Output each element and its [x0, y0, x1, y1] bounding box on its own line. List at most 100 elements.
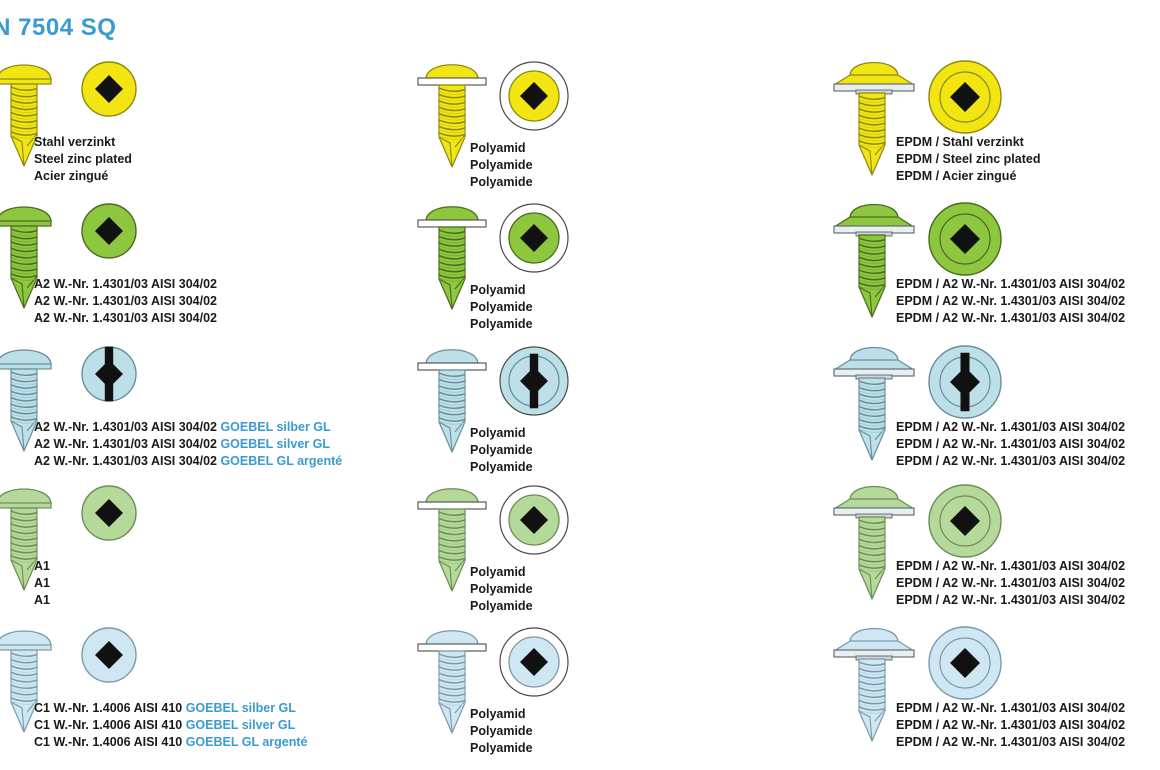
material-description-line: A2 W.-Nr. 1.4301/03 AISI 304/02 GOEBEL s…: [34, 420, 331, 434]
material-description-line: EPDM / Acier zingué: [896, 169, 1017, 183]
material-description-line: Polyamide: [470, 599, 533, 613]
square-drive-icon: [496, 624, 572, 700]
material-description-line: EPDM / A2 W.-Nr. 1.4301/03 AISI 304/02: [896, 735, 1126, 749]
square-drive-icon: [496, 482, 572, 558]
product-cell: EPDM / A2 W.-Nr. 1.4301/03 AISI 304/02 EP…: [820, 190, 1160, 335]
brand-label: GOEBEL silber GL: [220, 420, 331, 434]
square-drive-icon: [926, 58, 1004, 136]
material-description: Stahl verzinkt Steel zinc plated Acier zin…: [34, 134, 132, 185]
product-cell: A1 A1 A1: [0, 472, 392, 617]
square-drive-icon: [78, 58, 140, 120]
product-cell: A2 W.-Nr. 1.4301/03 AISI 304/02 A2 W.-Nr.…: [0, 190, 392, 335]
material-description-line: Polyamide: [470, 741, 533, 755]
material-description-line: Polyamid: [470, 707, 526, 721]
product-cell: EPDM / Stahl verzinkt EPDM / Steel zinc p…: [820, 48, 1160, 193]
material-description-line: EPDM / Stahl verzinkt: [896, 135, 1024, 149]
material-description-line: Polyamid: [470, 141, 526, 155]
material-description-line: Polyamid: [470, 283, 526, 297]
material-description-line: EPDM / A2 W.-Nr. 1.4301/03 AISI 304/02: [896, 701, 1126, 715]
screw-epdm-washer-illustration: [820, 618, 940, 742]
screw-plain-illustration: [0, 52, 92, 172]
product-cell: C1 W.-Nr. 1.4006 AISI 410 GOEBEL silber …: [0, 614, 392, 759]
material-description-line: C1 W.-Nr. 1.4006 AISI 410 GOEBEL silver …: [34, 718, 296, 732]
material-description-line: Polyamide: [470, 724, 533, 738]
material-description: EPDM / A2 W.-Nr. 1.4301/03 AISI 304/02 EP…: [896, 419, 1125, 470]
square-drive-icon: [496, 58, 572, 134]
screw-plain-illustration: [0, 476, 92, 596]
material-description: EPDM / A2 W.-Nr. 1.4301/03 AISI 304/02 EP…: [896, 558, 1125, 609]
product-cell: EPDM / A2 W.-Nr. 1.4301/03 AISI 304/02 EP…: [820, 472, 1160, 617]
material-description-line: EPDM / A2 W.-Nr. 1.4301/03 AISI 304/02: [896, 311, 1126, 325]
material-description-line: A2 W.-Nr. 1.4301/03 AISI 304/02: [34, 311, 217, 325]
material-description-line: Stahl verzinkt: [34, 135, 116, 149]
material-description-line: A1: [34, 559, 50, 573]
material-description-line: C1 W.-Nr. 1.4006 AISI 410 GOEBEL GL arge…: [34, 735, 308, 749]
material-description-line: EPDM / A2 W.-Nr. 1.4301/03 AISI 304/02: [896, 593, 1126, 607]
material-description-line: Polyamid: [470, 426, 526, 440]
material-description-line: Polyamide: [470, 460, 533, 474]
material-description: EPDM / Stahl verzinkt EPDM / Steel zinc p…: [896, 134, 1040, 185]
product-cell: Polyamid Polyamide Polyamide: [400, 190, 800, 335]
material-description: Polyamid Polyamide Polyamide: [470, 564, 533, 615]
material-description-line: EPDM / A2 W.-Nr. 1.4301/03 AISI 304/02: [896, 420, 1126, 434]
material-description-line: EPDM / A2 W.-Nr. 1.4301/03 AISI 304/02: [896, 718, 1126, 732]
material-description-line: A2 W.-Nr. 1.4301/03 AISI 304/02: [34, 277, 217, 291]
screw-plain-illustration: [0, 618, 92, 738]
material-description-line: A1: [34, 593, 50, 607]
material-description-line: A2 W.-Nr. 1.4301/03 AISI 304/02 GOEBEL G…: [34, 454, 343, 468]
page-title: IN 7504 SQ: [0, 14, 117, 41]
material-description-line: A2 W.-Nr. 1.4301/03 AISI 304/02: [34, 294, 217, 308]
material-description: Polyamid Polyamide Polyamide: [470, 706, 533, 757]
material-description-line: Steel zinc plated: [34, 152, 132, 166]
screw-plain-illustration: [0, 194, 92, 314]
screw-polyamide-washer-illustration: [400, 476, 520, 596]
screw-polyamide-washer-illustration: [400, 52, 520, 172]
screw-epdm-washer-illustration: [820, 337, 940, 461]
material-description: A2 W.-Nr. 1.4301/03 AISI 304/02 GOEBEL s…: [34, 419, 342, 470]
screw-epdm-washer-illustration: [820, 52, 940, 176]
square-slot-drive-icon: [496, 343, 572, 419]
product-cell: Polyamid Polyamide Polyamide: [400, 333, 800, 478]
material-description-line: EPDM / A2 W.-Nr. 1.4301/03 AISI 304/02: [896, 294, 1126, 308]
product-row: C1 W.-Nr. 1.4006 AISI 410 GOEBEL silber …: [0, 614, 1160, 759]
product-cell: Polyamid Polyamide Polyamide: [400, 48, 800, 193]
material-description-line: A2 W.-Nr. 1.4301/03 AISI 304/02 GOEBEL s…: [34, 437, 330, 451]
square-slot-drive-icon: [926, 343, 1004, 421]
screw-epdm-washer-illustration: [820, 476, 940, 600]
brand-label: GOEBEL GL argenté: [220, 454, 343, 468]
material-description-line: EPDM / Steel zinc plated: [896, 152, 1041, 166]
product-row: A1 A1 A1 Polyamid Polyamide Polyamide EPDM / A…: [0, 472, 1160, 617]
screw-epdm-washer-illustration: [820, 194, 940, 318]
material-description: A1 A1 A1: [34, 558, 50, 609]
material-description-line: EPDM / A2 W.-Nr. 1.4301/03 AISI 304/02: [896, 277, 1126, 291]
product-cell: EPDM / A2 W.-Nr. 1.4301/03 AISI 304/02 EP…: [820, 614, 1160, 759]
square-drive-icon: [78, 200, 140, 262]
brand-label: GOEBEL silber GL: [185, 701, 296, 715]
material-description-line: EPDM / A2 W.-Nr. 1.4301/03 AISI 304/02: [896, 576, 1126, 590]
material-description-line: Acier zingué: [34, 169, 109, 183]
square-slot-drive-icon: [78, 343, 140, 405]
square-drive-icon: [78, 624, 140, 686]
product-cell: Polyamid Polyamide Polyamide: [400, 614, 800, 759]
brand-label: GOEBEL GL argenté: [185, 735, 308, 749]
material-description-line: EPDM / A2 W.-Nr. 1.4301/03 AISI 304/02: [896, 437, 1126, 451]
screw-polyamide-washer-illustration: [400, 194, 520, 314]
square-drive-icon: [926, 200, 1004, 278]
material-description: Polyamid Polyamide Polyamide: [470, 140, 533, 191]
material-description-line: Polyamide: [470, 300, 533, 314]
material-description-line: Polyamide: [470, 443, 533, 457]
product-cell: Stahl verzinkt Steel zinc plated Acier zin…: [0, 48, 392, 193]
screw-polyamide-washer-illustration: [400, 337, 520, 457]
material-description-line: EPDM / A2 W.-Nr. 1.4301/03 AISI 304/02: [896, 559, 1126, 573]
product-cell: A2 W.-Nr. 1.4301/03 AISI 304/02 GOEBEL s…: [0, 333, 392, 478]
square-drive-icon: [926, 624, 1004, 702]
material-description: C1 W.-Nr. 1.4006 AISI 410 GOEBEL silber …: [34, 700, 308, 751]
product-cell: EPDM / A2 W.-Nr. 1.4301/03 AISI 304/02 EP…: [820, 333, 1160, 478]
material-description-line: Polyamide: [470, 158, 533, 172]
brand-label: GOEBEL silver GL: [185, 718, 296, 732]
product-row: Stahl verzinkt Steel zinc plated Acier zin…: [0, 48, 1160, 193]
material-description: Polyamid Polyamide Polyamide: [470, 282, 533, 333]
material-description: EPDM / A2 W.-Nr. 1.4301/03 AISI 304/02 EP…: [896, 700, 1125, 751]
brand-label: GOEBEL silver GL: [220, 437, 330, 451]
square-drive-icon: [78, 482, 140, 544]
